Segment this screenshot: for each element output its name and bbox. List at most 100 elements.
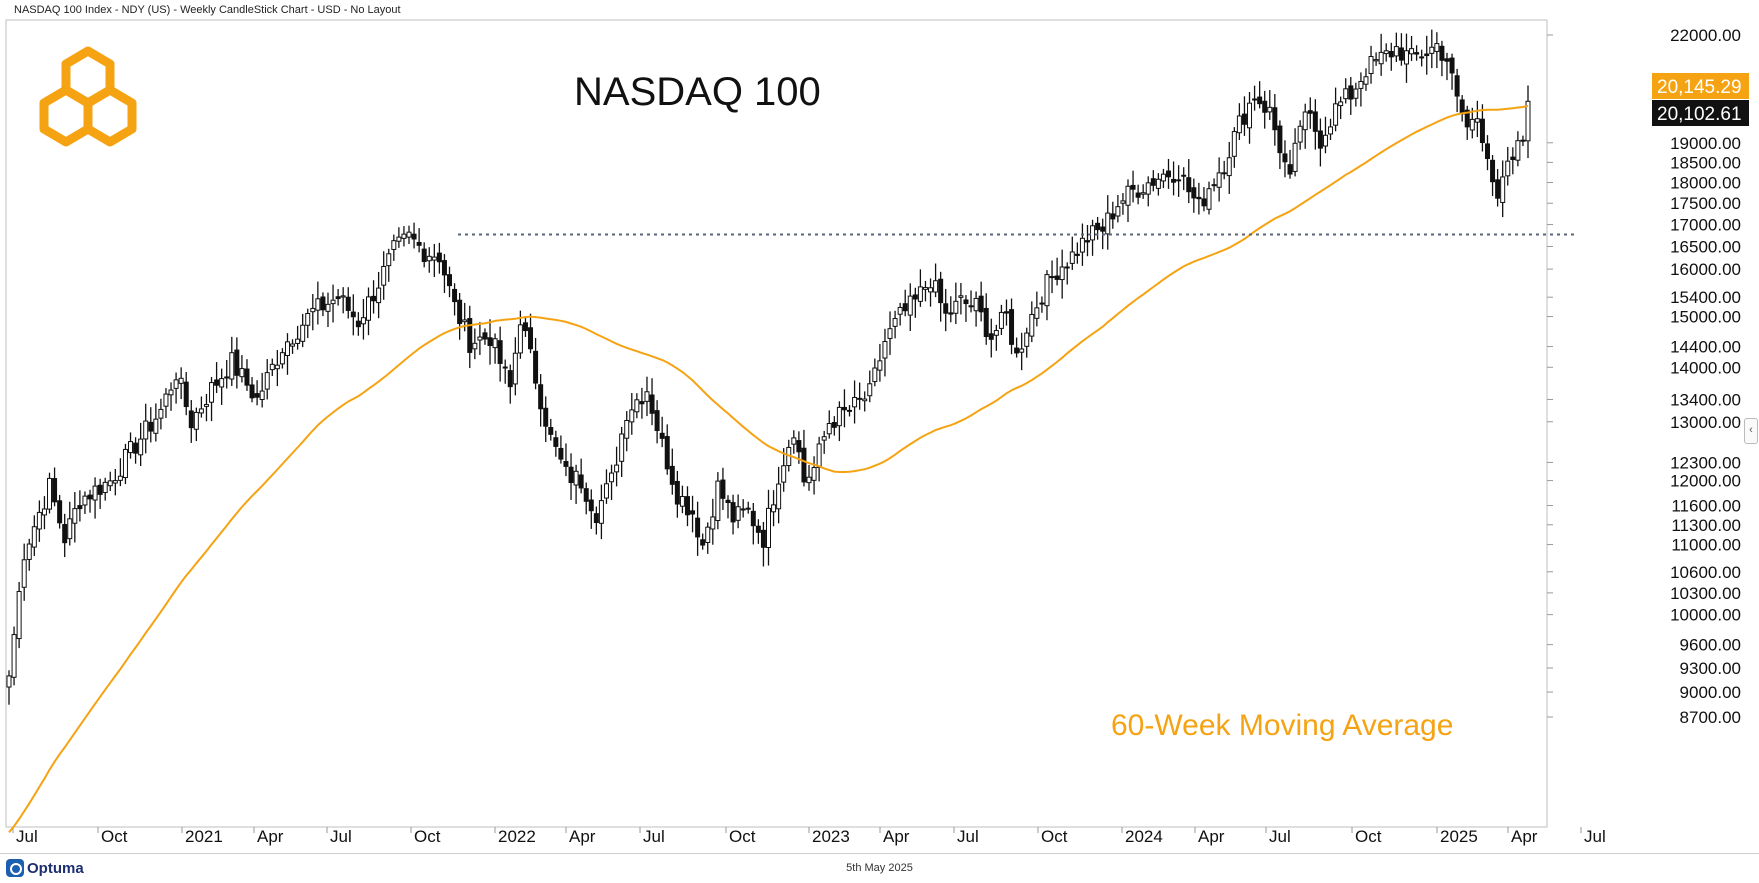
candle-body: [1252, 98, 1258, 101]
candle-body: [1272, 107, 1278, 131]
chevron-left-icon[interactable]: ‹: [1744, 418, 1758, 444]
candle: [457, 293, 463, 340]
candle-body: [852, 396, 858, 408]
candle: [826, 410, 832, 439]
candle: [801, 429, 807, 487]
candle-body: [1403, 50, 1409, 65]
candle-body: [553, 437, 559, 447]
candle: [122, 443, 128, 485]
candle: [1115, 194, 1121, 223]
candle-body: [776, 483, 782, 510]
candle: [973, 291, 979, 327]
candle-body: [1312, 111, 1318, 132]
candle: [538, 374, 544, 427]
candle: [1003, 299, 1009, 326]
candle-body: [715, 480, 721, 522]
candle: [988, 318, 994, 358]
candle: [563, 443, 569, 477]
candle-body: [305, 313, 311, 326]
candle-body: [887, 328, 893, 339]
candle-body: [877, 360, 883, 371]
candle: [6, 670, 12, 705]
candle-body: [598, 500, 604, 524]
candle: [578, 458, 584, 494]
candle: [112, 468, 118, 496]
candle: [1292, 128, 1298, 177]
candle-body: [1054, 275, 1060, 280]
candle: [603, 469, 609, 504]
candle-body: [933, 280, 939, 293]
candle: [1454, 68, 1460, 113]
candle-body: [1079, 237, 1085, 253]
candle: [943, 288, 949, 332]
candle: [340, 287, 346, 314]
candle-body: [948, 312, 954, 315]
candle-body: [725, 499, 731, 504]
candle: [1429, 29, 1435, 69]
last-price-tag: 20,102.61: [1652, 100, 1749, 126]
candle-body: [1044, 274, 1050, 307]
candle: [300, 313, 306, 348]
candle-body: [796, 440, 802, 453]
candle: [330, 284, 336, 323]
candle: [507, 364, 513, 404]
candle-body: [391, 240, 397, 250]
y-tick-label: 10600.00: [1670, 563, 1741, 582]
candle: [1125, 179, 1131, 223]
y-tick-label: 15000.00: [1670, 308, 1741, 327]
x-tick-label: Oct: [1355, 827, 1382, 846]
candlestick-chart[interactable]: NASDAQ 100 60-Week Moving Average 8700.0…: [0, 0, 1759, 853]
x-tick-label: 2021: [185, 827, 223, 846]
candle: [1469, 107, 1475, 139]
candle-body: [573, 470, 579, 486]
candle: [335, 288, 341, 306]
candle: [148, 407, 154, 443]
candle: [355, 312, 361, 336]
candle-body: [426, 255, 432, 262]
y-tick-label: 9000.00: [1680, 683, 1741, 702]
candle-body: [1241, 113, 1247, 125]
candle: [1297, 120, 1303, 150]
candle: [1176, 165, 1182, 197]
candle-body: [1247, 102, 1253, 129]
candle-body: [1479, 118, 1485, 144]
candle-body: [593, 513, 599, 524]
candle-body: [436, 252, 442, 263]
candle: [887, 311, 893, 355]
candle-body: [472, 342, 478, 350]
candle: [193, 407, 199, 442]
candle-body: [77, 505, 83, 510]
candle: [203, 393, 209, 422]
candle: [902, 289, 908, 317]
candle: [1368, 45, 1374, 84]
candle-body: [371, 295, 377, 302]
candle: [376, 271, 382, 319]
candle-body: [1160, 173, 1166, 182]
optuma-brand[interactable]: Optuma: [6, 859, 84, 877]
candle: [700, 533, 706, 550]
candle-body: [1150, 178, 1156, 186]
candle: [1353, 82, 1359, 107]
chart-header: NASDAQ 100 Index - NDY (US) - Weekly Can…: [14, 4, 401, 16]
candle-body: [335, 296, 341, 300]
candle-body: [41, 508, 47, 516]
candle: [922, 280, 928, 302]
candle-body: [583, 488, 589, 502]
candle-body: [1464, 109, 1470, 128]
candle-body: [300, 324, 306, 342]
candle-body: [209, 382, 215, 403]
candle: [1383, 43, 1389, 62]
candle: [674, 470, 680, 518]
candle: [416, 228, 422, 253]
y-tick-label: 10000.00: [1670, 606, 1741, 625]
candle: [1135, 184, 1141, 205]
candle-body: [1368, 56, 1374, 75]
candle-body: [234, 349, 240, 376]
candle-body: [720, 479, 726, 499]
candle-body: [1398, 47, 1404, 61]
candle-body: [1302, 111, 1308, 131]
candle-body: [457, 299, 463, 325]
candle: [679, 485, 685, 514]
candle: [983, 293, 989, 345]
candle: [178, 367, 184, 400]
